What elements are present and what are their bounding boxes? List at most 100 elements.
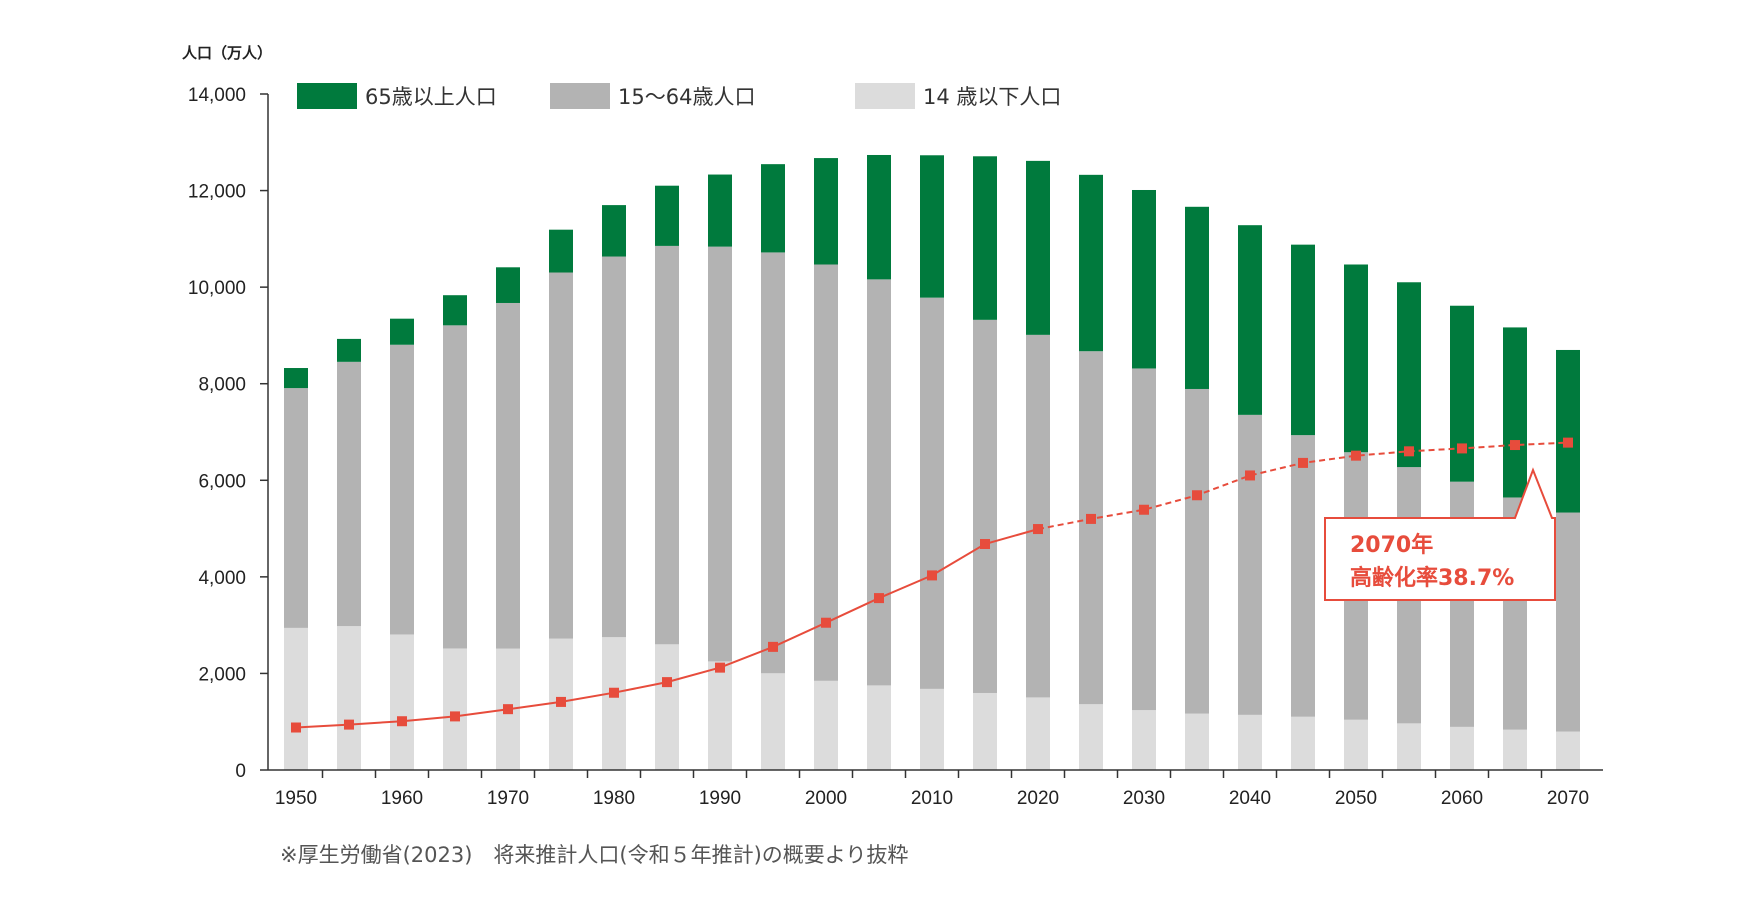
bar-segment-over65 [602,205,626,257]
bar-segment-over65 [655,185,679,246]
y-axis: 0 2,000 4,000 6,000 8,000 10,000 12,000 14,000 [188,85,269,782]
source-note: ※厚生労働省(2023) 将来推計人口(令和５年推計)の概要より抜粋 [280,843,908,867]
line-marker [1298,457,1308,468]
bar-segment-over65 [443,295,467,326]
bar-segment-under15 [284,627,308,770]
x-tick-label: 2000 [805,788,847,809]
bar-segment-working-age [973,319,997,693]
bar-segment-over65 [337,338,361,362]
x-tick-label: 2060 [1441,788,1483,809]
bar-segment-under15 [867,685,891,770]
bar-segment-over65 [973,156,997,320]
line-marker [1563,437,1573,448]
y-tick-label: 4,000 [198,568,246,589]
bar-segment-working-age [1132,368,1156,711]
bar-segment-under15 [708,661,732,770]
line-marker [397,716,407,727]
y-tick-label: 0 [235,761,246,782]
line-marker [927,570,937,581]
bar-segment-under15 [390,634,414,770]
bar-segment-working-age [761,252,785,674]
bar-segment-under15 [1132,710,1156,770]
x-tick-label: 2020 [1017,788,1059,809]
bar-segment-under15 [1185,713,1209,770]
bar-segment-under15 [1079,704,1103,770]
x-axis: 1950 1960 1970 1980 1990 2000 2010 2020 2030 2040… [268,769,1603,809]
bar-segment-over65 [284,368,308,389]
bar-segment-over65 [867,154,891,280]
callout-line-2: 高齢化率38.7% [1350,565,1514,591]
bar-segment-under15 [761,673,785,770]
bar-segment-working-age [708,246,732,662]
bar-segment-under15 [973,692,997,770]
bar-segment-over65 [549,229,573,273]
x-tick-label: 1980 [593,788,635,809]
legend-swatch [855,83,915,109]
bar-segment-working-age [1079,351,1103,705]
bar-segment-working-age [655,245,679,645]
bar-segment-over65 [1185,206,1209,389]
line-marker [344,719,354,730]
bar-segment-working-age [602,256,626,638]
callout-2070: 2070年 高齢化率38.7% [1324,467,1556,601]
line-marker [1245,470,1255,481]
bar-segment-over65 [390,318,414,345]
bar-segment-under15 [602,637,626,770]
line-marker [821,617,831,628]
y-tick-label: 6,000 [198,471,246,492]
line-marker [715,662,725,673]
line-marker [662,677,672,688]
bar-segment-working-age [549,272,573,639]
line-marker [291,722,301,733]
legend-swatch [297,83,357,109]
bar-segment-under15 [1450,726,1474,770]
bar-segment-under15 [337,626,361,770]
bar-segment-working-age [1185,388,1209,714]
bar-segment-over65 [1026,160,1050,335]
legend-label: 65歳以上人口 [365,85,497,109]
bar-segment-over65 [1132,189,1156,369]
line-marker [980,539,990,550]
line-marker [1510,440,1520,451]
bar-segment-working-age [1026,334,1050,698]
y-tick-label: 14,000 [188,85,246,106]
bar-segment-under15 [1397,723,1421,770]
bar-segment-over65 [814,158,838,265]
bar-segment-working-age [1238,414,1262,715]
legend-swatch [550,83,610,109]
bar-segment-under15 [1291,716,1315,770]
bar-segment-working-age [337,361,361,627]
x-tick-label: 1990 [699,788,741,809]
bar-segment-under15 [1503,729,1527,770]
bar-segment-under15 [920,688,944,770]
line-marker [609,687,619,698]
legend-label: 14 歳以下人口 [923,85,1061,109]
line-marker [874,593,884,604]
bar-segment-working-age [496,302,520,649]
y-tick-label: 12,000 [188,182,246,203]
bar-segment-under15 [1238,714,1262,770]
line-marker [768,641,778,652]
bar-segment-over65 [1079,174,1103,352]
line-marker [1086,513,1096,524]
line-marker [450,711,460,722]
x-tick-label: 2040 [1229,788,1271,809]
x-tick-label: 2050 [1335,788,1377,809]
bar-segment-over65 [1556,349,1580,513]
x-tick-label: 1960 [381,788,423,809]
bar-segment-working-age [867,279,891,686]
line-marker [556,696,566,707]
x-tick-label: 2010 [911,788,953,809]
bar-segment-over65 [761,164,785,253]
line-marker [1351,450,1361,461]
bar-segment-over65 [1238,225,1262,415]
bar-segment-over65 [496,267,520,303]
line-marker [503,704,513,715]
aging-rate-line [291,437,1573,733]
legend: 65歳以上人口 15～64歳人口 14 歳以下人口 [297,83,1061,109]
callout-box [1324,467,1556,601]
line-marker [1457,443,1467,454]
bar-segment-working-age [390,344,414,635]
bar-segment-over65 [1450,305,1474,482]
bar-segment-working-age [284,388,308,628]
